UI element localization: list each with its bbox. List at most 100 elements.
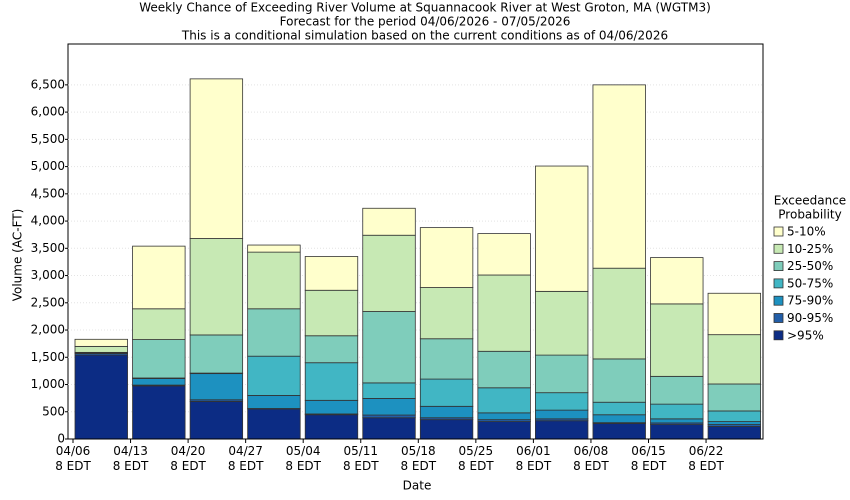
y-tick-label: 4,500 — [31, 186, 65, 200]
bar-segment — [247, 355, 301, 396]
bar-segment — [247, 251, 301, 310]
legend-label: 50-75% — [787, 276, 833, 290]
bar-segment — [707, 421, 761, 425]
bar-segment — [592, 414, 646, 424]
bar-segment — [477, 350, 531, 389]
bar-segment — [592, 267, 646, 360]
bar-segment — [362, 311, 416, 384]
x-tick-label: 06/08 8 EDT — [573, 444, 609, 473]
bar-segment — [304, 399, 359, 415]
bar-segment — [419, 338, 474, 380]
legend-swatch — [773, 330, 784, 341]
bar-segment — [362, 414, 416, 419]
y-tick-label: 0 — [57, 432, 65, 446]
bar-segment — [247, 244, 301, 253]
x-tick-label: 06/15 8 EDT — [631, 444, 667, 473]
bar-segment — [650, 424, 704, 440]
bar-segment — [707, 410, 761, 422]
bar-segment — [535, 165, 589, 292]
bar-segment — [592, 358, 646, 403]
bar-segment — [650, 403, 704, 420]
bar-segment — [362, 234, 416, 312]
bar-segment — [189, 373, 244, 401]
y-tick-label: 2,000 — [31, 323, 65, 337]
bar-segment — [477, 421, 531, 440]
bar-segment — [592, 84, 646, 269]
legend-swatch — [773, 261, 784, 272]
y-tick-label: 1,000 — [31, 377, 65, 391]
bar-segment — [304, 256, 359, 291]
bar-segment — [535, 392, 589, 411]
legend-label: 75-90% — [787, 294, 833, 308]
bar-segment — [535, 409, 589, 420]
bar-segment — [247, 395, 301, 409]
legend-swatch — [773, 226, 784, 237]
chart-title: Weekly Chance of Exceeding River Volume … — [139, 1, 711, 15]
bar-segment — [707, 292, 761, 336]
bar-segment — [707, 383, 761, 412]
bar-segment — [707, 334, 761, 385]
x-tick-label: 04/06 8 EDT — [55, 444, 91, 473]
y-tick-label: 3,000 — [31, 268, 65, 282]
x-tick-label: 04/13 8 EDT — [113, 444, 149, 473]
y-tick-label: 6,000 — [31, 105, 65, 119]
y-tick-label: 5,500 — [31, 132, 65, 146]
bar-segment — [132, 378, 186, 386]
legend-label: 25-50% — [787, 259, 833, 273]
x-tick-label: 04/20 8 EDT — [170, 444, 206, 473]
bar-segment — [362, 382, 416, 399]
x-tick-label: 06/01 8 EDT — [516, 444, 552, 473]
legend-swatch — [773, 243, 784, 254]
y-tick-label: 4,000 — [31, 214, 65, 228]
chart-note: This is a conditional simulation based o… — [181, 29, 668, 43]
x-tick-label: 05/11 8 EDT — [343, 444, 379, 473]
bar-segment — [189, 238, 244, 336]
bar-segment — [592, 401, 646, 416]
bar-segment — [189, 401, 244, 440]
bar-segment — [132, 385, 186, 440]
bar-segment — [650, 418, 704, 424]
y-tick-label: 3,500 — [31, 241, 65, 255]
x-tick-label: 05/25 8 EDT — [458, 444, 494, 473]
legend-label: 10-25% — [787, 242, 833, 256]
y-axis-label: Volume (AC-FT) — [11, 209, 25, 302]
legend-title: Exceedance — [774, 194, 846, 208]
bar-segment — [650, 303, 704, 377]
legend-label: 90-95% — [787, 311, 833, 325]
bar-segment — [707, 426, 761, 440]
bar-segment — [132, 308, 186, 340]
y-tick-label: 500 — [42, 404, 65, 418]
y-tick-label: 6,500 — [31, 77, 65, 91]
bar-segment — [189, 334, 244, 374]
bar-segment — [132, 339, 186, 379]
bar-segment — [74, 338, 128, 347]
chart-subtitle: Forecast for the period 04/06/2026 - 07/… — [280, 15, 571, 29]
bar-segment — [247, 308, 301, 357]
bar-segment — [247, 408, 301, 440]
bar-segment — [132, 245, 186, 310]
y-tick-label: 5,000 — [31, 159, 65, 173]
bar-segment — [419, 405, 474, 419]
bar-segment — [477, 412, 531, 421]
bar-segment — [419, 419, 474, 440]
bar-segment — [362, 417, 416, 440]
legend-title: Probability — [778, 208, 841, 222]
bar-segment — [189, 78, 244, 239]
bar-segment — [477, 387, 531, 414]
bar-segment — [419, 227, 474, 288]
bar-segment — [419, 287, 474, 340]
legend-swatch — [773, 313, 784, 323]
bar-segment — [74, 354, 128, 440]
bar-segment — [74, 345, 128, 353]
x-tick-label: 05/04 8 EDT — [285, 444, 321, 473]
bar-segment — [650, 257, 704, 305]
y-tick-label: 2,500 — [31, 295, 65, 309]
bar-segment — [477, 233, 531, 276]
legend-swatch — [773, 278, 784, 289]
bar-segment — [304, 335, 359, 364]
x-axis-label: Date — [403, 479, 432, 493]
bar-segment — [304, 414, 359, 440]
bar-segment — [535, 354, 589, 394]
bar-segment — [304, 289, 359, 337]
